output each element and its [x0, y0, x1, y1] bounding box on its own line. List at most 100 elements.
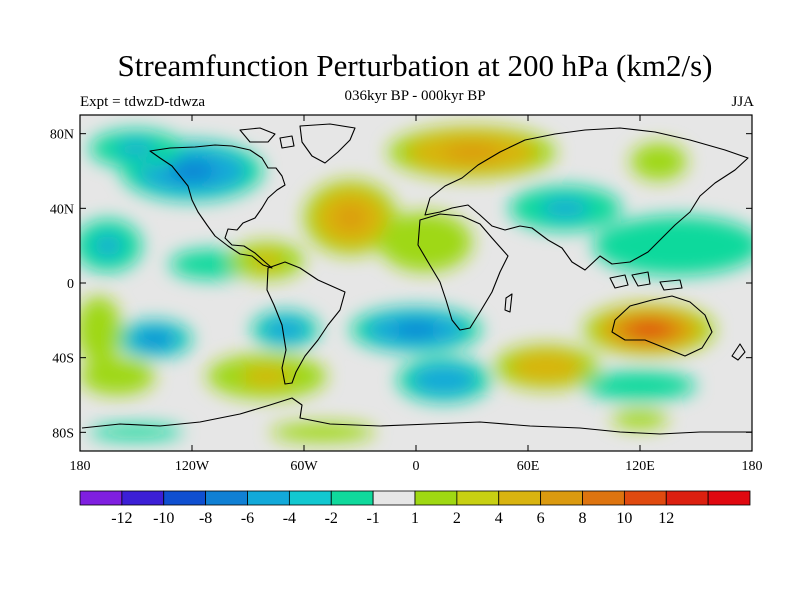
colorbar-label: 6	[537, 510, 545, 527]
experiment-label: Expt = tdwzD-tdwza	[80, 94, 206, 110]
colorbar-label: -1	[366, 510, 379, 527]
colorbar-swatch	[540, 490, 583, 506]
field-anomaly	[251, 311, 319, 349]
lat-tick-label: 80N	[50, 128, 74, 143]
lat-tick-label: 40N	[50, 202, 74, 217]
colorbar-swatch	[247, 490, 290, 506]
field-contour	[93, 234, 123, 257]
coastline-new-zealand	[731, 343, 746, 361]
colorbar-label: -4	[283, 510, 296, 527]
colorbar-label: -10	[153, 510, 174, 527]
coastline-australia	[611, 295, 713, 357]
field-anomaly	[612, 409, 668, 429]
colorbar-swatch	[665, 490, 709, 506]
field-anomaly	[509, 185, 622, 231]
coastline-greenland	[299, 123, 356, 164]
colorbar-label: 8	[579, 510, 587, 527]
field-contour	[89, 424, 183, 440]
lon-tick-label: 120W	[175, 459, 210, 474]
coastline-north-america	[149, 144, 286, 269]
colorbar-swatch	[205, 490, 248, 506]
field-anomaly	[584, 303, 715, 356]
field-contour	[584, 370, 696, 401]
field-anomaly	[388, 126, 556, 179]
field-anomaly	[270, 423, 375, 442]
field-contour	[424, 370, 464, 390]
coastline-indonesia	[609, 271, 683, 291]
lon-tick-label: 180	[70, 459, 91, 474]
field-anomaly	[89, 424, 183, 440]
coastline-south-america	[266, 261, 346, 385]
field-contour	[80, 296, 122, 364]
field-contour	[270, 321, 300, 338]
colorbar-swatch	[330, 490, 374, 506]
colorbar-label: -8	[199, 510, 212, 527]
field-anomaly	[494, 344, 599, 390]
coastline-africa	[417, 213, 509, 331]
colorbar-swatch	[79, 490, 123, 506]
colorbar-label: 10	[616, 510, 632, 527]
colorbar-label: 1	[411, 510, 419, 527]
field-anomaly	[80, 296, 122, 364]
map-axes: 80N 40N 0 40S 80S 180 120W 60W 0 60E 120E 180	[50, 115, 763, 474]
field-contour	[335, 205, 367, 231]
lat-tick-label: 0	[67, 277, 74, 292]
colorbar-swatch	[414, 490, 458, 506]
field-contour	[612, 409, 668, 429]
lon-tick-label: 60W	[290, 459, 318, 474]
lon-tick-label: 60E	[517, 459, 540, 474]
colorbar-label: -2	[325, 510, 338, 527]
field-contour	[270, 423, 375, 442]
lat-tick-label: 40S	[52, 352, 74, 367]
colorbar-label: -12	[111, 510, 132, 527]
field-contour	[80, 357, 155, 396]
lat-tick-label: 80S	[52, 426, 74, 441]
field-contour	[630, 143, 687, 181]
colorbar-label: 4	[495, 510, 503, 527]
lon-tick-label: 120E	[625, 459, 655, 474]
field-contour	[394, 322, 438, 338]
field-contour	[378, 212, 473, 272]
field-contour	[593, 215, 752, 276]
field-anomaly	[350, 307, 482, 353]
field-contour	[241, 366, 293, 386]
coastline-madagascar	[504, 293, 513, 313]
field-anomaly	[117, 320, 192, 358]
lon-tick-label: 0	[413, 459, 420, 474]
field-contour	[541, 198, 590, 218]
colorbar-label: 2	[453, 510, 461, 527]
colorbar-swatch	[582, 490, 625, 506]
coastline-antarctica	[81, 397, 752, 435]
field-contour	[631, 322, 668, 337]
colorbar-swatch	[707, 490, 751, 506]
season-label: JJA	[731, 94, 754, 110]
streamfunction-field	[80, 126, 752, 442]
coastlines	[81, 123, 752, 435]
coastline-eurasia	[424, 127, 749, 271]
field-anomaly	[89, 129, 183, 168]
field-anomaly	[630, 143, 687, 181]
field-anomaly	[397, 357, 491, 403]
field-anomaly	[206, 353, 327, 399]
coastline-canadian-islands	[239, 127, 295, 149]
field-contour	[444, 143, 500, 162]
field-contour	[524, 357, 570, 377]
field-anomaly	[80, 219, 142, 272]
colorbar-swatch	[623, 490, 667, 506]
colorbar: -12 -10 -8 -6 -4 -2 -1 1 2 4 6 8 10 12	[79, 490, 751, 527]
colorbar-label: -6	[241, 510, 254, 527]
period-label: 036kyr BP - 000kyr BP	[344, 88, 486, 104]
colorbar-swatch	[372, 490, 416, 506]
plot-title: Streamfunction Perturbation at 200 hPa (…	[117, 48, 713, 83]
field-contour	[116, 140, 156, 157]
field-anomaly	[304, 180, 398, 255]
field-anomaly	[229, 241, 304, 280]
colorbar-swatch	[121, 490, 165, 506]
colorbar-swatch	[456, 490, 500, 506]
lon-tick-label: 180	[742, 459, 763, 474]
colorbar-swatch	[163, 490, 207, 506]
field-contour	[142, 332, 168, 346]
colorbar-swatch	[498, 490, 542, 506]
colorbar-label: 12	[658, 510, 674, 527]
field-anomaly	[378, 212, 473, 272]
